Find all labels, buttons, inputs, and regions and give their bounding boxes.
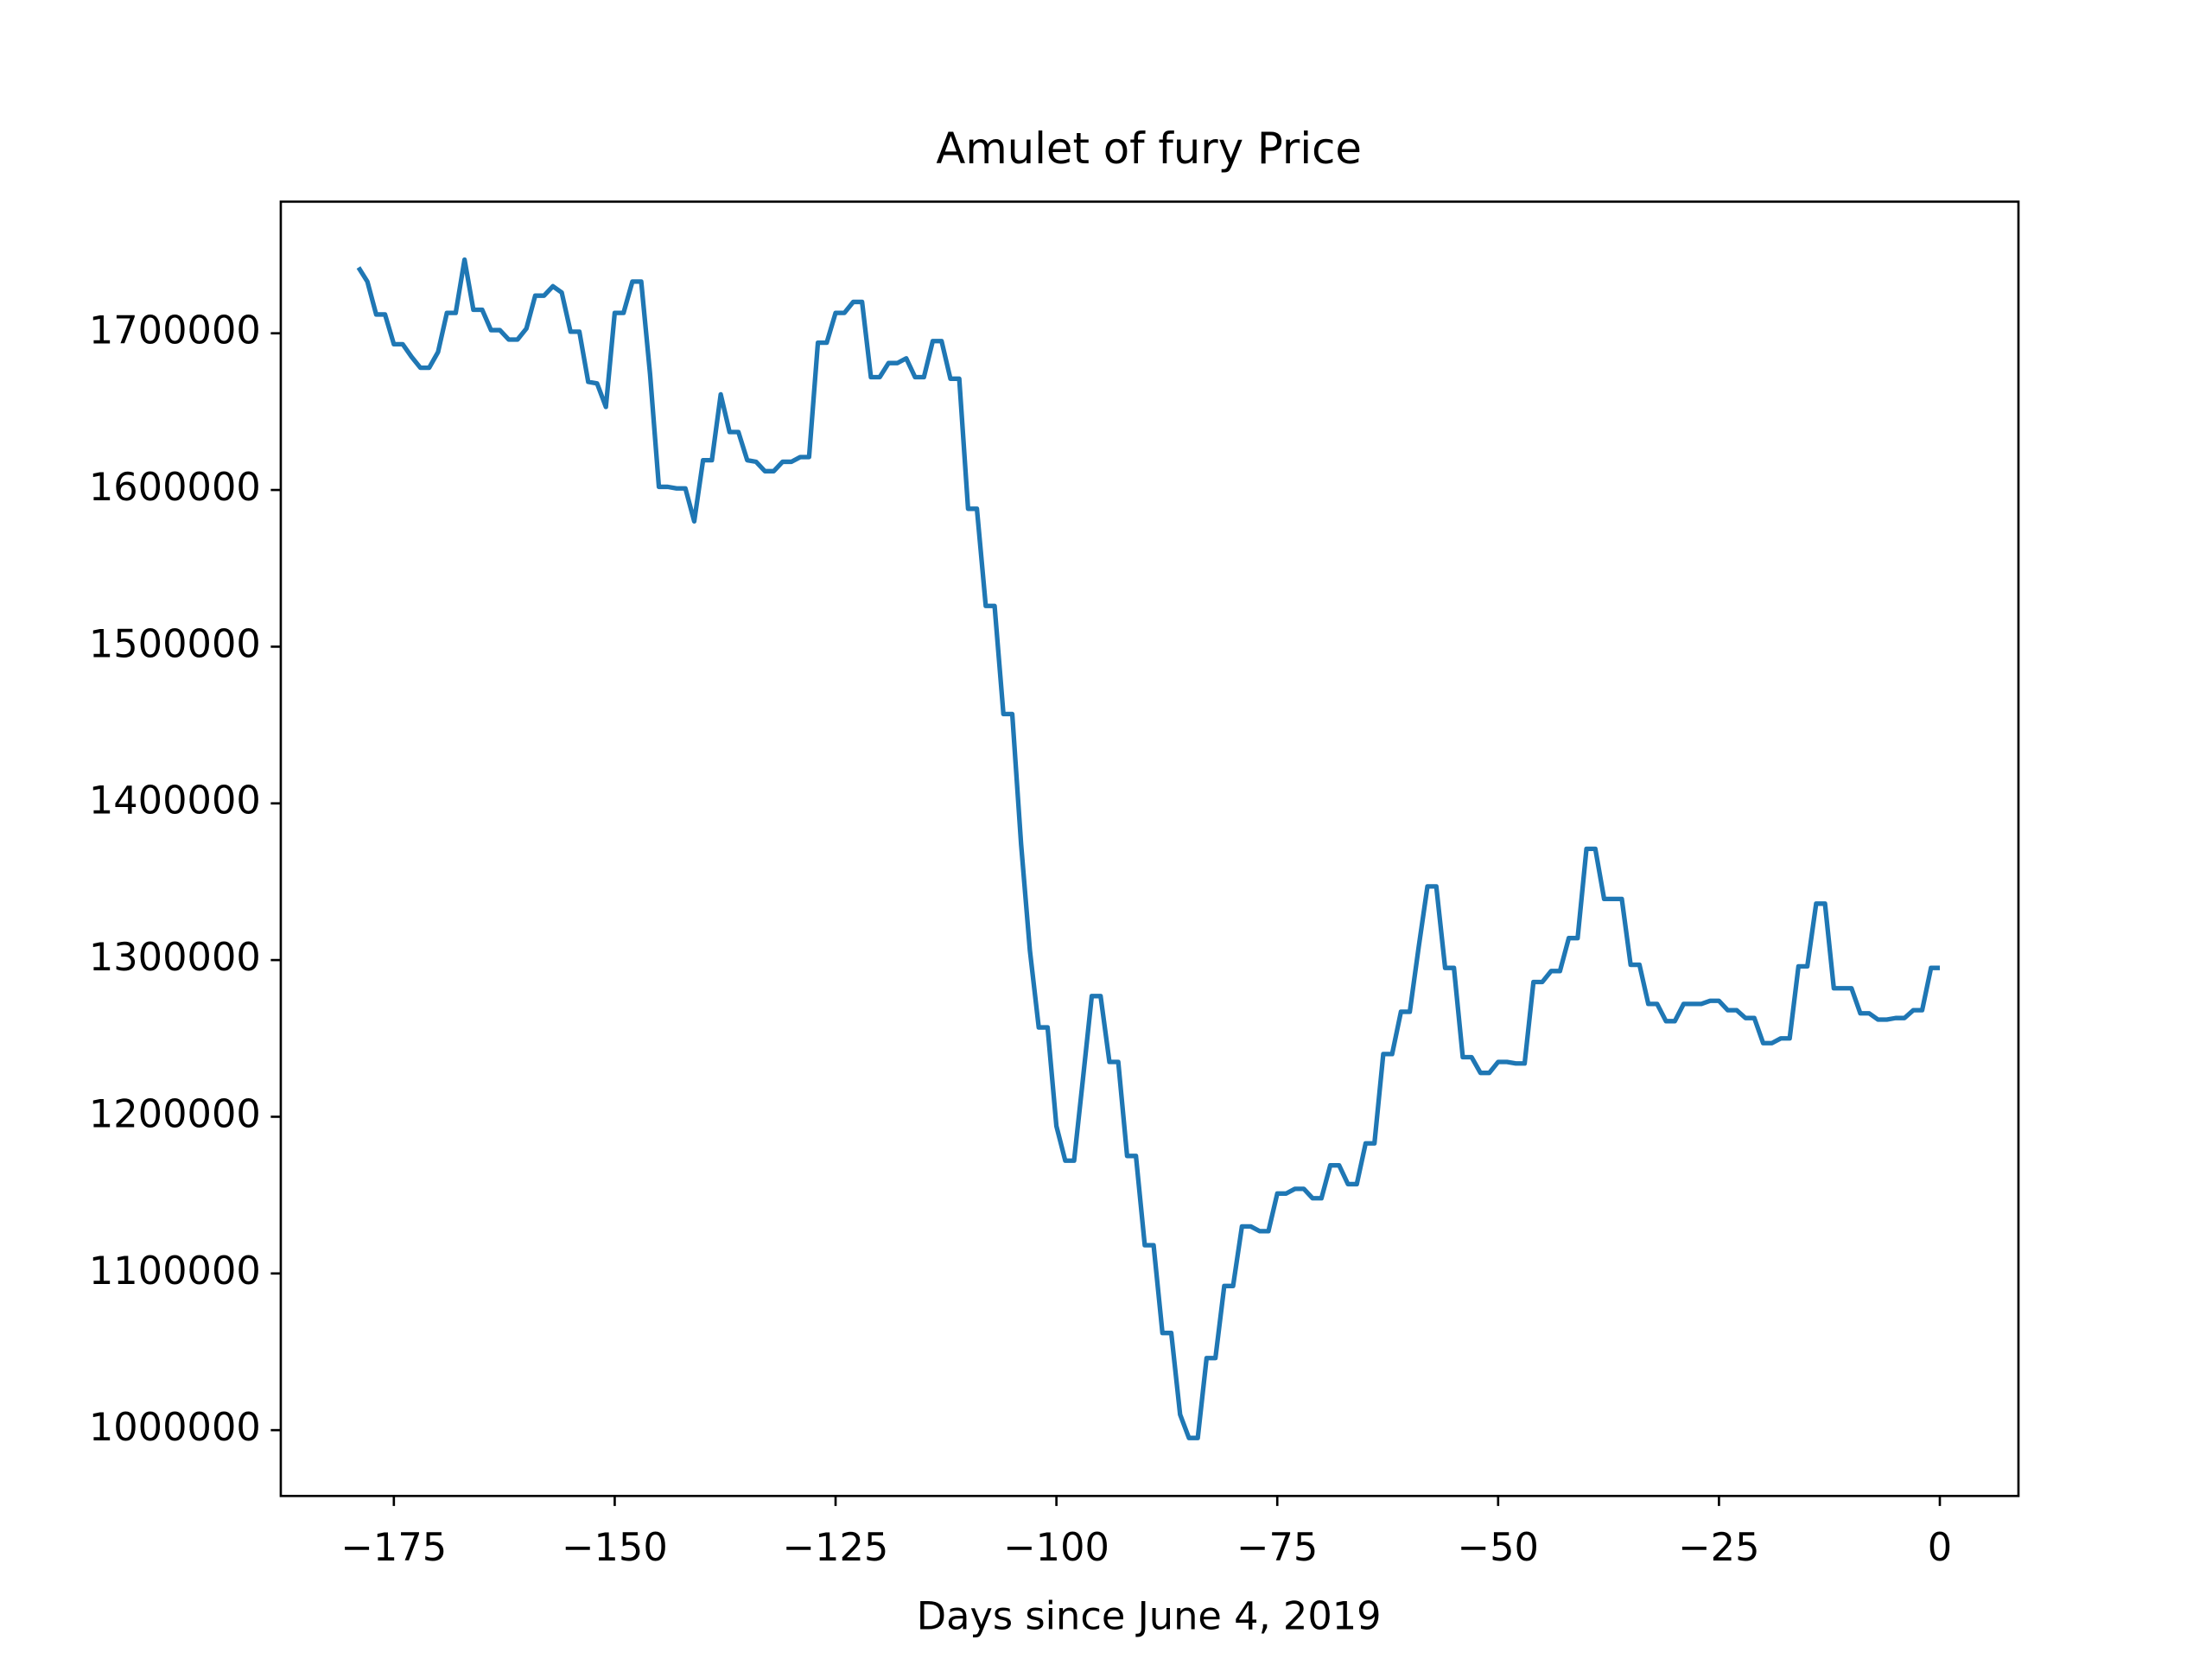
y-tick-label: 1100000	[89, 1249, 261, 1294]
y-tick-label: 1700000	[89, 308, 261, 353]
x-tick-label: −125	[783, 1525, 889, 1570]
x-tick-label: −175	[340, 1525, 447, 1570]
y-tick-label: 1500000	[89, 621, 261, 666]
y-tick-label: 1600000	[89, 465, 261, 510]
y-tick-label: 1400000	[89, 779, 261, 823]
x-tick-label: −25	[1678, 1525, 1759, 1570]
plot-frame	[279, 200, 2020, 1497]
x-tick-label: −150	[562, 1525, 668, 1570]
price-line	[356, 257, 1941, 1440]
y-tick-label: 1200000	[89, 1091, 261, 1136]
y-tick-label: 1300000	[89, 935, 261, 980]
x-tick-label: −75	[1236, 1525, 1318, 1570]
x-tick-label: −50	[1458, 1525, 1539, 1570]
x-axis-label: Days since June 4, 2019	[917, 1594, 1382, 1639]
x-tick-label: 0	[1928, 1525, 1952, 1570]
x-tick-label: −100	[1003, 1525, 1109, 1570]
chart-title: Amulet of fury Price	[936, 124, 1362, 174]
y-tick-label: 1000000	[89, 1405, 261, 1450]
